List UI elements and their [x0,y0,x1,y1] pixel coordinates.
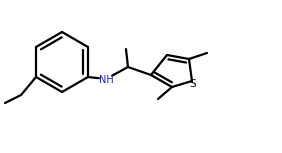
Text: S: S [190,79,196,89]
Text: NH: NH [99,75,113,85]
